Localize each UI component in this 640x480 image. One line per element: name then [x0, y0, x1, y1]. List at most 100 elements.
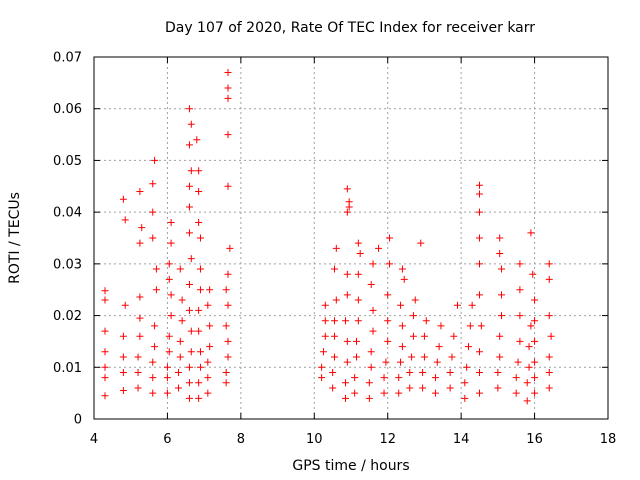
data-point — [174, 368, 182, 376]
data-point — [222, 368, 230, 376]
data-point — [461, 394, 469, 402]
x-tick-label: 18 — [600, 432, 617, 447]
data-point — [121, 301, 129, 309]
data-point — [149, 358, 157, 366]
data-point — [531, 358, 539, 366]
data-point — [476, 181, 483, 189]
data-point — [330, 317, 338, 325]
data-point — [547, 332, 555, 340]
data-point — [195, 218, 203, 226]
data-point — [463, 363, 471, 371]
data-point — [356, 250, 364, 258]
data-point — [408, 353, 416, 361]
data-point — [151, 156, 159, 164]
x-tick-label: 12 — [379, 432, 396, 447]
data-point — [531, 317, 539, 325]
data-point — [165, 260, 173, 268]
data-point — [185, 182, 193, 190]
data-point — [185, 306, 193, 314]
data-point — [176, 265, 184, 273]
data-point — [119, 368, 127, 376]
data-point — [149, 208, 157, 216]
data-point — [224, 131, 232, 139]
data-point — [494, 384, 502, 392]
data-point — [341, 317, 349, 325]
data-point — [437, 322, 445, 330]
data-point — [529, 270, 537, 278]
data-point — [417, 239, 425, 247]
data-point — [343, 185, 351, 193]
data-point — [204, 301, 212, 309]
data-point — [527, 229, 535, 237]
data-point — [224, 84, 232, 92]
data-point — [516, 260, 524, 268]
data-point — [419, 368, 427, 376]
data-point — [545, 260, 553, 268]
data-point — [119, 353, 127, 361]
data-point — [476, 368, 483, 376]
data-point — [380, 374, 388, 382]
data-point — [149, 234, 157, 242]
data-point — [136, 314, 144, 322]
data-point — [419, 384, 427, 392]
data-point — [516, 286, 524, 294]
data-point — [343, 291, 351, 299]
data-point — [431, 374, 439, 382]
data-point — [420, 332, 428, 340]
data-point — [398, 322, 406, 330]
data-point — [523, 379, 531, 387]
data-point — [354, 239, 362, 247]
x-axis-label: GPS time / hours — [292, 458, 409, 474]
data-point — [163, 389, 171, 397]
data-point — [496, 234, 504, 242]
data-point — [369, 327, 377, 335]
data-point — [187, 167, 195, 175]
data-point — [369, 306, 377, 314]
data-point — [193, 136, 201, 144]
data-point — [152, 286, 160, 294]
data-point — [195, 379, 203, 387]
data-point — [222, 379, 230, 387]
data-point — [134, 384, 142, 392]
data-point — [196, 363, 204, 371]
data-point — [446, 368, 454, 376]
data-point — [329, 368, 337, 376]
data-point — [345, 198, 353, 206]
data-point — [195, 394, 203, 402]
data-point — [512, 389, 520, 397]
data-point — [163, 363, 171, 371]
data-point — [354, 317, 362, 325]
data-point — [149, 374, 157, 382]
y-tick-label: 0.01 — [53, 361, 82, 376]
data-point — [523, 397, 531, 405]
data-point — [395, 374, 403, 382]
axis-ticks: 4 6 8 10 12 14 16 18 0 0.01 0.02 0.03 0.04 0.05 0.06 0.… — [53, 51, 616, 448]
data-point — [476, 208, 483, 216]
data-point — [386, 234, 394, 242]
data-point — [176, 353, 184, 361]
data-point — [353, 337, 361, 345]
data-point — [525, 343, 533, 351]
data-point — [545, 312, 553, 320]
data-point — [222, 322, 230, 330]
data-point — [406, 368, 414, 376]
data-point — [380, 389, 388, 397]
data-point — [167, 218, 175, 226]
data-point — [420, 353, 428, 361]
plot-frame — [93, 56, 609, 420]
data-point — [152, 265, 160, 273]
data-point — [453, 301, 461, 309]
data-point — [531, 337, 539, 345]
data-point — [222, 286, 230, 294]
data-point — [178, 296, 186, 304]
data-point — [196, 286, 204, 294]
data-point — [354, 270, 362, 278]
data-point — [134, 368, 142, 376]
data-point — [136, 187, 144, 195]
data-point — [187, 327, 195, 335]
data-point — [496, 353, 504, 361]
data-point — [204, 389, 212, 397]
x-tick-label: 8 — [237, 432, 245, 447]
data-point — [397, 358, 405, 366]
data-point — [367, 363, 375, 371]
